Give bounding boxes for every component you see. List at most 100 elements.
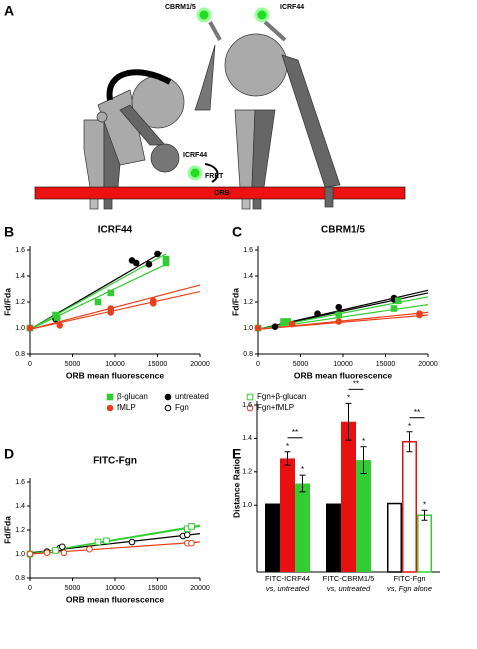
y-tick-label: 1.2: [242, 469, 252, 476]
point: [60, 549, 68, 557]
legend-label: Fgn+fMLP: [257, 403, 294, 412]
y-tick-label: 1.0: [15, 551, 25, 558]
fit-line: [257, 304, 429, 330]
significance: **: [353, 379, 359, 388]
point: [103, 537, 110, 545]
legend-marker: [246, 393, 254, 401]
x-tick-label: 10000: [105, 585, 125, 592]
x-axis-label: ORB mean fluorescence: [66, 370, 165, 380]
bar: [326, 503, 341, 572]
label: CBRM1/5: [165, 4, 196, 11]
fit-line: [29, 263, 167, 330]
point: [390, 305, 398, 312]
point: [26, 550, 34, 558]
panel-letter: E: [232, 446, 241, 462]
point: [53, 314, 61, 321]
x-tick-label: 15000: [376, 361, 396, 368]
y-tick-label: 1.2: [243, 299, 253, 306]
point: [107, 289, 115, 297]
bar: [265, 503, 280, 572]
receptor-bent: [83, 69, 185, 210]
error-bar: [299, 474, 306, 493]
bar: [295, 483, 310, 572]
point: [56, 322, 64, 329]
fluorophore: [196, 7, 212, 23]
label: ICRF44: [183, 152, 207, 159]
point: [271, 323, 279, 331]
y-axis-label: Fd/Fda: [230, 288, 240, 316]
significance: *: [347, 393, 350, 402]
y-tick-label: 1.4: [242, 435, 252, 442]
category-label: FITC-ICRF44: [265, 574, 310, 583]
point: [154, 250, 161, 258]
label: ICRF44: [280, 4, 304, 11]
point: [188, 523, 195, 530]
category-label: FITC-Fgn: [393, 574, 425, 583]
y-tick-label: 1.2: [15, 299, 25, 306]
chart-title: CBRM1/5: [321, 225, 365, 236]
x-axis-label: ORB mean fluorescence: [294, 370, 393, 380]
error-bar: [360, 446, 367, 474]
legend-label: untreated: [175, 392, 209, 401]
point: [162, 255, 170, 263]
point: [145, 261, 153, 268]
panel-letter: C: [232, 224, 242, 240]
x-tick-label: 15000: [148, 361, 168, 368]
fit-line: [29, 291, 201, 330]
x-tick-label: 20000: [418, 361, 438, 368]
x-tick-label: 5000: [65, 585, 81, 592]
significance: *: [423, 500, 426, 509]
bar: [341, 421, 356, 572]
point: [86, 545, 93, 553]
y-tick-label: 1.2: [15, 527, 25, 534]
chart-title: FITC-Fgn: [93, 456, 137, 467]
fluorophore: [254, 7, 270, 23]
significance: **: [414, 408, 420, 417]
point: [128, 538, 136, 546]
receptor-extended: [194, 20, 341, 210]
y-axis-label: Fd/Fda: [2, 516, 12, 544]
point: [335, 311, 343, 319]
y-tick-label: 1.6: [15, 479, 25, 486]
panel-letter: B: [4, 224, 14, 240]
point: [183, 531, 191, 539]
bar: [417, 514, 432, 573]
legend-marker: [106, 404, 114, 412]
legend-marker: [164, 404, 172, 412]
error-bar: [421, 509, 428, 521]
x-tick-label: 0: [28, 361, 32, 368]
legend-label: fMLP: [117, 403, 136, 412]
point: [288, 320, 296, 328]
y-tick-label: 0.8: [15, 351, 25, 358]
fit-line: [257, 311, 429, 330]
legend-label: Fgn+β-glucan: [257, 392, 306, 401]
significance: *: [286, 442, 289, 451]
membrane: [34, 186, 406, 200]
error-bar: [406, 431, 413, 453]
x-axis-label: ORB mean fluorescence: [66, 594, 165, 604]
bar: [387, 502, 402, 573]
y-tick-label: 1.4: [15, 273, 25, 280]
point: [132, 259, 140, 267]
legend-marker: [164, 393, 172, 401]
x-tick-label: 5000: [293, 361, 309, 368]
point: [59, 543, 66, 551]
y-tick-label: 1.6: [242, 402, 252, 409]
fit-line: [29, 284, 201, 330]
panel-letter: D: [4, 446, 14, 462]
category-sublabel: vs, untreated: [266, 584, 310, 593]
y-axis-label: Distance Ratio: [231, 459, 241, 518]
label: FRET: [205, 173, 224, 180]
label: ORB: [214, 190, 230, 197]
y-tick-label: 1.4: [15, 503, 25, 510]
significance: **: [292, 428, 298, 437]
point: [94, 298, 102, 306]
error-bar: [284, 451, 291, 466]
point: [149, 297, 157, 305]
point: [107, 305, 115, 312]
x-tick-label: 0: [256, 361, 260, 368]
x-tick-label: 5000: [65, 361, 81, 368]
y-axis-label: Fd/Fda: [2, 288, 12, 316]
point: [335, 303, 343, 311]
